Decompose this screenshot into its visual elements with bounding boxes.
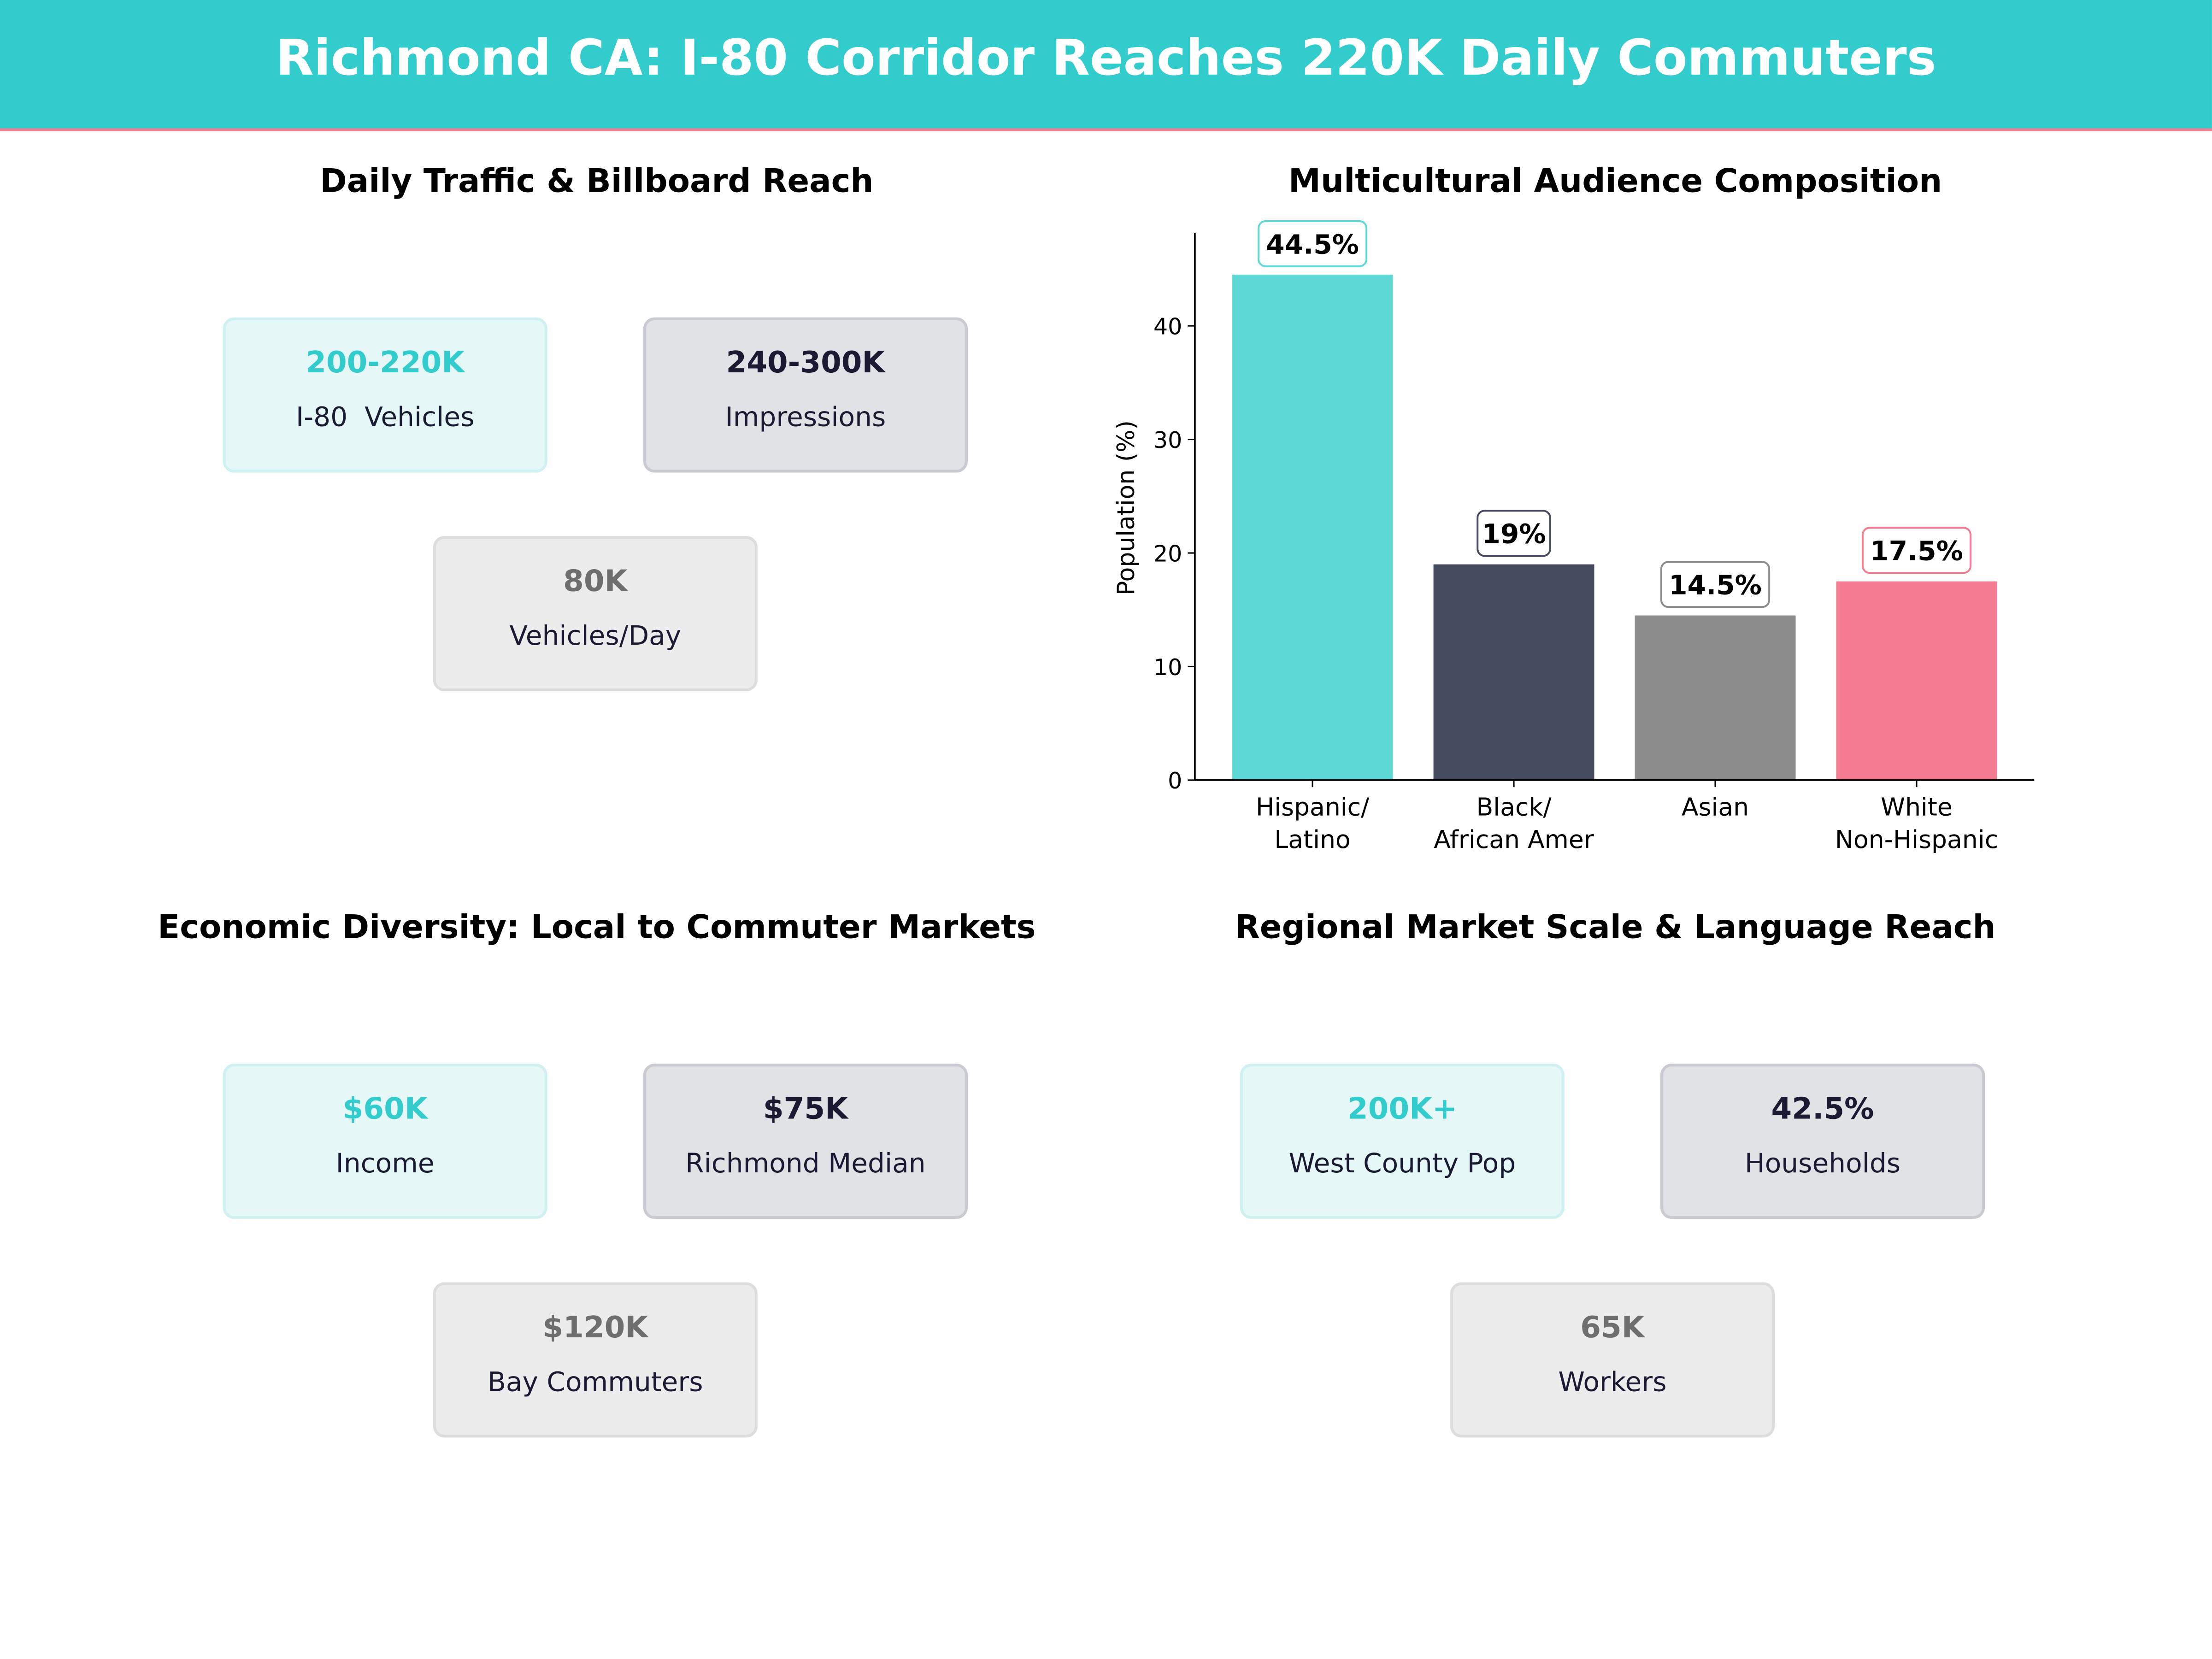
header-banner: Richmond CA: I-80 Corridor Reaches 220K … — [0, 0, 2212, 131]
stat-value: $75K — [763, 1092, 848, 1126]
stat-label: I-80 Vehicles — [295, 402, 475, 433]
stat-card-vehicles-day: 80K Vehicles/Day — [433, 536, 758, 691]
data-label-box — [1477, 510, 1551, 557]
x-tick-label: Non-Hispanic — [1835, 825, 1998, 854]
stat-label: West County Pop — [1288, 1148, 1516, 1180]
bar-2 — [1635, 615, 1796, 780]
x-tick-label: Black/ — [1477, 792, 1552, 821]
stat-card-income: $60K Income — [223, 1064, 547, 1219]
stat-card-population: 200K+ West County Pop — [1240, 1064, 1565, 1219]
stat-value: 42.5% — [1771, 1092, 1874, 1126]
stat-label: Vehicles/Day — [509, 620, 682, 652]
y-tick-label: 20 — [1153, 541, 1182, 567]
stat-label: Households — [1744, 1148, 1901, 1180]
y-tick-label: 30 — [1153, 427, 1182, 453]
data-label: 17.5% — [1870, 535, 1963, 567]
data-label-box — [1660, 561, 1771, 608]
stat-card-households: 42.5% Households — [1660, 1064, 1985, 1219]
x-tick-label: Latino — [1274, 825, 1350, 854]
y-tick-label: 40 — [1153, 314, 1182, 340]
stat-label: Workers — [1558, 1367, 1667, 1398]
panel-title-regional: Regional Market Scale & Language Reach — [1235, 910, 1996, 947]
stat-card-impressions: 240-300K Impressions — [643, 317, 968, 473]
stat-card-commuters: $120K Bay Commuters — [433, 1282, 758, 1438]
bar-3 — [1836, 581, 1997, 780]
y-tick-label: 10 — [1153, 654, 1182, 681]
y-axis-label: Population (%) — [1112, 420, 1140, 595]
stat-card-vehicles: 200-220K I-80 Vehicles — [223, 317, 547, 473]
data-label: 14.5% — [1669, 570, 1762, 601]
stat-value: $60K — [342, 1092, 428, 1126]
stat-label: Income — [335, 1148, 435, 1180]
bar-0 — [1232, 275, 1393, 780]
chart-title: Multicultural Audience Composition — [1288, 164, 1942, 200]
stat-label: Impressions — [725, 402, 886, 433]
data-label-box — [1257, 220, 1368, 267]
stat-card-median: $75K Richmond Median — [643, 1064, 968, 1219]
stat-label: Richmond Median — [685, 1148, 926, 1180]
stat-card-workers: 65K Workers — [1450, 1282, 1775, 1438]
data-label: 44.5% — [1266, 229, 1359, 260]
page-title: Richmond CA: I-80 Corridor Reaches 220K … — [276, 31, 1936, 88]
stat-value: $120K — [542, 1310, 648, 1345]
x-tick-label: Hispanic/ — [1256, 792, 1370, 821]
x-tick-label: Asian — [1682, 792, 1749, 821]
panel-title-economic: Economic Diversity: Local to Commuter Ma… — [158, 910, 1036, 947]
data-label-box — [1861, 527, 1972, 574]
stat-label: Bay Commuters — [487, 1367, 703, 1398]
stat-value: 200K+ — [1347, 1092, 1457, 1126]
x-tick-label: White — [1881, 792, 1953, 821]
data-label: 19% — [1482, 518, 1546, 550]
stat-value: 240-300K — [726, 345, 885, 380]
stat-value: 65K — [1580, 1310, 1645, 1345]
y-tick-label: 0 — [1168, 768, 1182, 794]
x-tick-label: African Amer — [1434, 825, 1594, 854]
bar-1 — [1433, 564, 1594, 780]
stat-value: 80K — [563, 564, 628, 598]
stat-value: 200-220K — [306, 345, 465, 380]
panel-title-traffic: Daily Traffic & Billboard Reach — [320, 164, 874, 200]
